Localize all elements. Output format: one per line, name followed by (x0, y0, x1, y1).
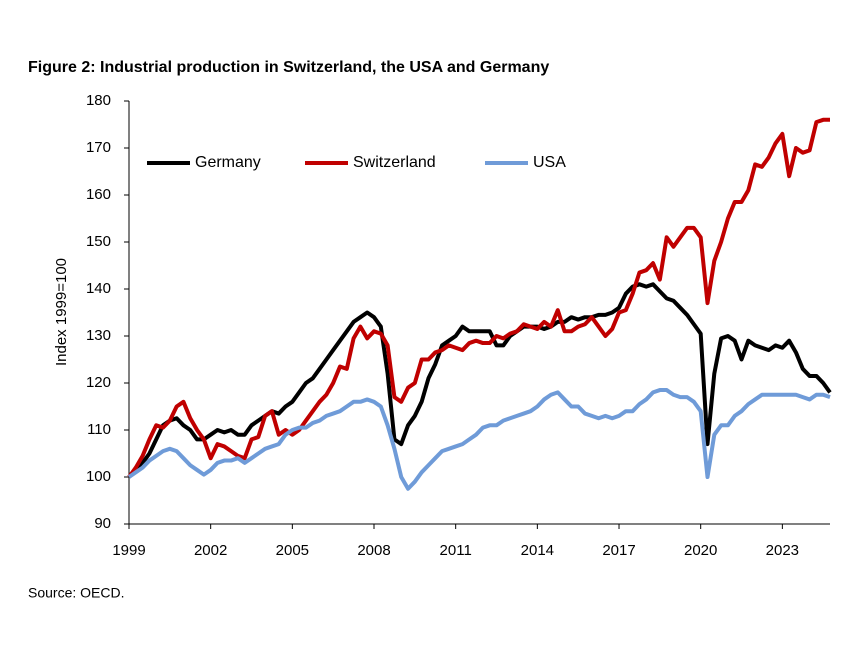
y-tick-label: 130 (86, 327, 111, 344)
x-tick-label: 1999 (112, 542, 145, 559)
series-line (127, 282, 832, 479)
series-line (127, 117, 830, 479)
legend-label: Switzerland (353, 154, 436, 171)
x-tick-label: 2002 (194, 542, 227, 559)
x-tick-label: 2005 (276, 542, 309, 559)
chart-title: Figure 2: Industrial production in Switz… (28, 59, 549, 76)
legend-label: USA (533, 154, 566, 171)
x-tick-label: 2023 (766, 542, 799, 559)
y-tick-label: 90 (94, 515, 111, 532)
y-axis-label: Index 1999=100 (53, 258, 70, 366)
x-tick-label: 2014 (521, 542, 554, 559)
x-tick-label: 2017 (602, 542, 635, 559)
series-line (127, 388, 831, 491)
y-tick-label: 100 (86, 468, 111, 485)
y-tick-label: 110 (87, 421, 111, 438)
y-tick-label: 120 (86, 374, 111, 391)
x-tick-label: 2020 (684, 542, 717, 559)
legend-label: Germany (195, 154, 261, 171)
x-tick-label: 2008 (357, 542, 390, 559)
y-tick-label: 170 (86, 139, 111, 156)
y-tick-label: 150 (86, 233, 111, 250)
y-tick-label: 160 (86, 186, 111, 203)
x-tick-label: 2011 (440, 542, 472, 559)
source-note: Source: OECD. (28, 585, 124, 601)
y-tick-label: 180 (86, 92, 111, 109)
y-tick-label: 140 (86, 280, 111, 297)
